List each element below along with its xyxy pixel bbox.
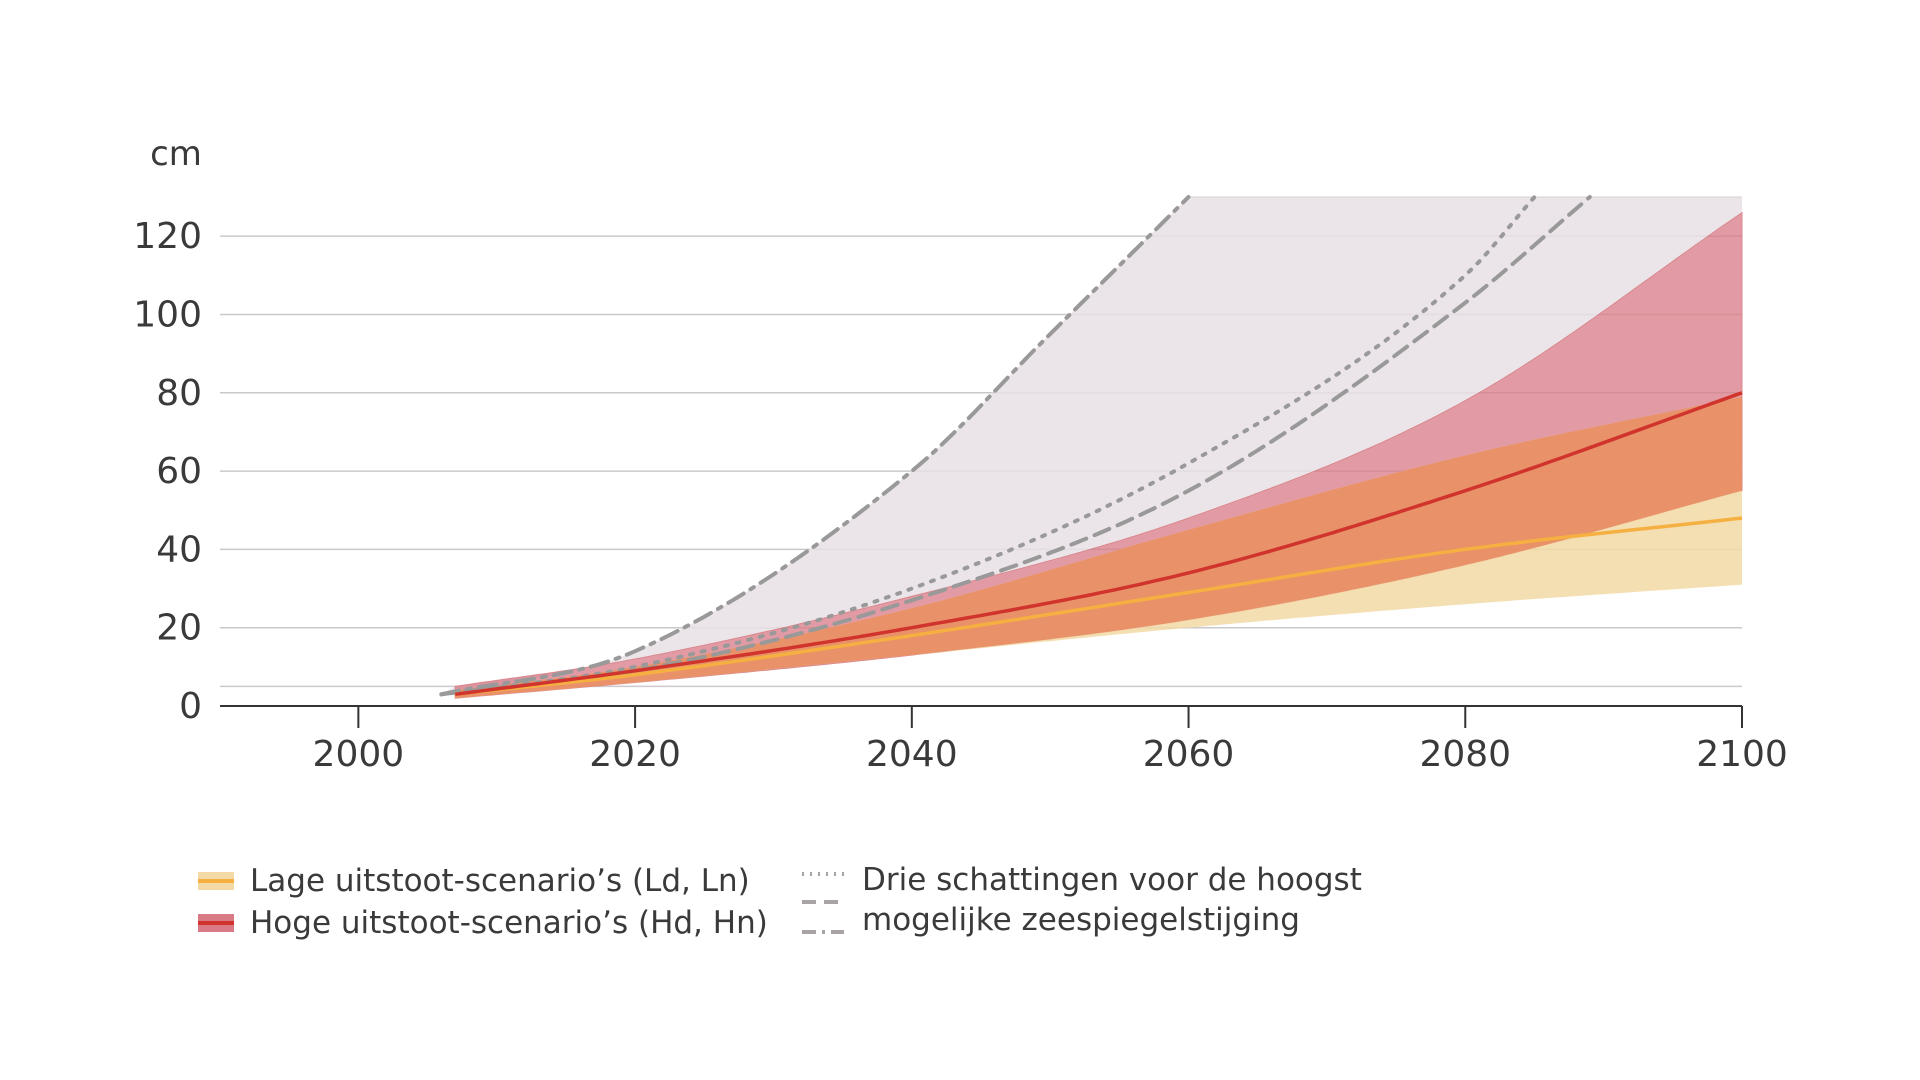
- legend-swatch-low: [198, 872, 234, 890]
- upper-estimate-line-dash-dot: [439, 195, 1191, 697]
- y-tick-label-0: 0: [179, 686, 202, 727]
- legend-swatch-high: [198, 914, 234, 932]
- x-tick-label-2100: 2100: [1696, 734, 1788, 775]
- scenario-bands: [441, 196, 1743, 699]
- legend-label-upper-line1: Drie schattingen voor de hoogst: [862, 862, 1362, 898]
- upper-envelope-area: [441, 197, 1742, 695]
- legend-label-high: Hoge uitstoot-scenario’s (Hd, Hn): [250, 905, 768, 941]
- y-tick-label-40: 40: [156, 529, 202, 570]
- scenario-lines: [439, 195, 1743, 697]
- legend-item-low: Lage uitstoot-scenario’s (Ld, Ln): [198, 860, 768, 902]
- y-tick-label-20: 20: [156, 608, 202, 649]
- overlap-band: [455, 396, 1743, 699]
- low-scenario-line: [454, 516, 1743, 697]
- y-axis-unit-label: cm: [150, 134, 202, 174]
- upper-estimate-line-dotted: [439, 195, 1537, 697]
- y-tick-label-100: 100: [133, 294, 202, 335]
- legend-label-upper-line2: mogelijke zeespiegelstijging: [862, 902, 1300, 938]
- y-tick-label-120: 120: [133, 216, 202, 257]
- x-tick-label-2080: 2080: [1419, 734, 1511, 775]
- x-tick-label-2060: 2060: [1143, 734, 1235, 775]
- y-tick-label-80: 80: [156, 373, 202, 414]
- x-tick-label-2020: 2020: [589, 734, 681, 775]
- legend-dash-swatches: [802, 860, 852, 944]
- high-scenario-line: [454, 391, 1743, 697]
- legend-item-high: Hoge uitstoot-scenario’s (Hd, Hn): [198, 902, 768, 944]
- x-tick-label-2000: 2000: [313, 734, 405, 775]
- y-tick-label-60: 60: [156, 451, 202, 492]
- legend-label-low: Lage uitstoot-scenario’s (Ld, Ln): [250, 863, 750, 899]
- x-tick-label-2040: 2040: [866, 734, 958, 775]
- legend-label-upper-estimates: Drie schattingen voor de hoogst mogelijk…: [862, 860, 1362, 940]
- legend-scenarios: Lage uitstoot-scenario’s (Ld, Ln) Hoge u…: [198, 860, 768, 944]
